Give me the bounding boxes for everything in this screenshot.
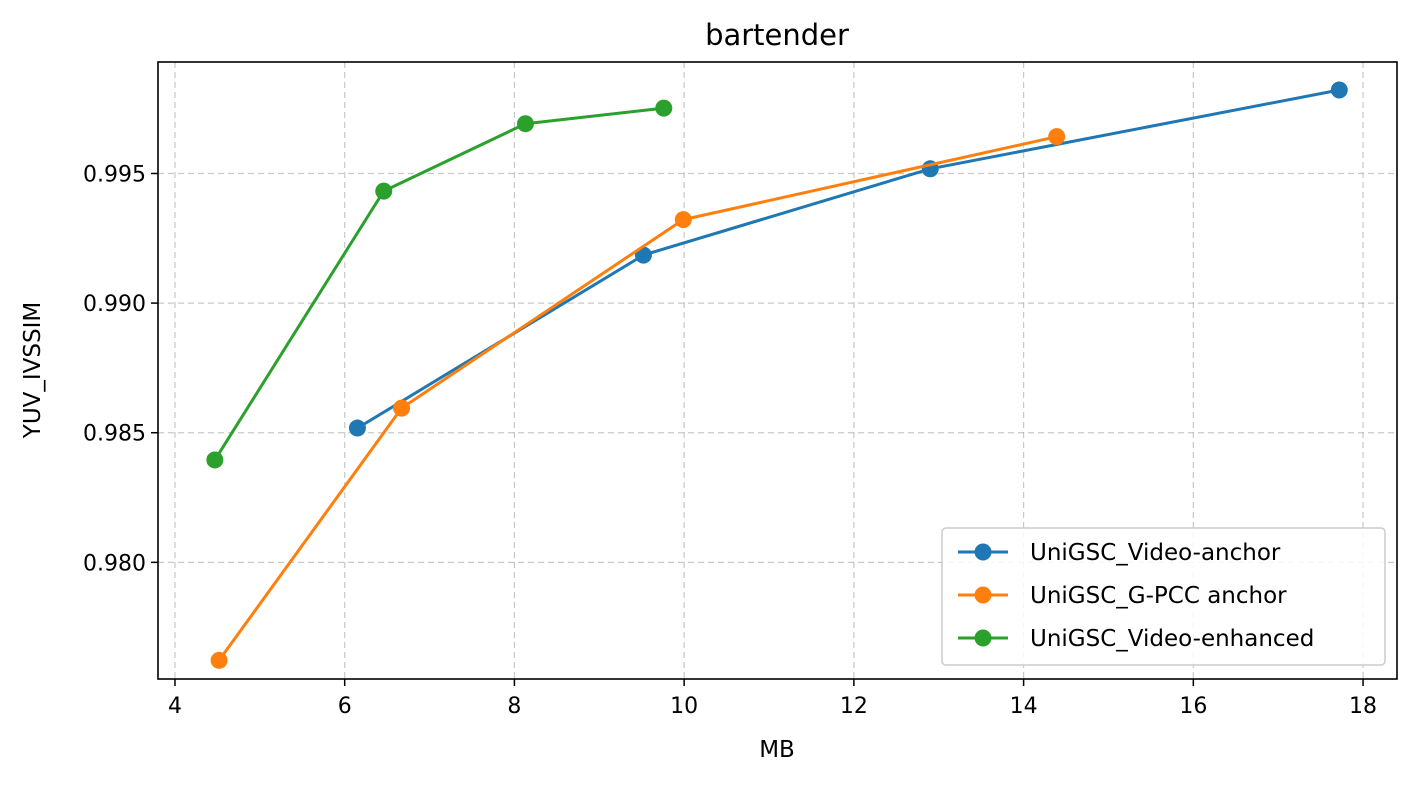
series-layer	[206, 81, 1348, 669]
y-axis-label: YUV_IVSSIM	[20, 302, 46, 439]
chart-title: bartender	[705, 18, 849, 52]
x-tick-label: 12	[840, 694, 868, 719]
data-point	[1048, 128, 1066, 146]
legend-marker	[974, 543, 992, 561]
x-tick-label: 10	[670, 694, 698, 719]
x-tick-label: 16	[1179, 694, 1207, 719]
x-tick-label: 6	[338, 694, 352, 719]
y-tick-label: 0.980	[83, 551, 146, 576]
data-point	[393, 399, 411, 417]
legend-label: UniGSC_G-PCC anchor	[1030, 583, 1287, 609]
x-axis-ticks: 4 6 8 10 12 14 16 18	[168, 679, 1377, 719]
series-3	[206, 99, 673, 469]
data-point	[348, 419, 366, 437]
legend-marker	[974, 629, 992, 647]
legend-item: UniGSC_Video-enhanced	[958, 626, 1314, 652]
data-point	[1330, 81, 1348, 99]
legend: UniGSC_Video-anchor UniGSC_G-PCC anchor Un…	[941, 527, 1386, 666]
series-2	[210, 128, 1066, 669]
x-tick-label: 18	[1349, 694, 1377, 719]
legend-item: UniGSC_G-PCC anchor	[958, 583, 1287, 609]
data-point	[655, 99, 673, 117]
legend-marker	[974, 586, 992, 604]
legend-label: UniGSC_Video-anchor	[1030, 540, 1281, 566]
x-tick-label: 14	[1010, 694, 1038, 719]
series-line	[217, 135, 1058, 662]
data-point	[516, 115, 534, 133]
y-axis-ticks: 0.980 0.985 0.990 0.995	[83, 162, 158, 576]
series-line	[213, 106, 664, 461]
legend-box	[941, 527, 1386, 666]
plot-frame	[157, 61, 1398, 680]
x-tick-label: 4	[168, 694, 182, 719]
legend-item: UniGSC_Video-anchor	[958, 540, 1281, 566]
y-tick-label: 0.995	[83, 162, 146, 187]
data-point	[375, 182, 393, 200]
x-tick-label: 8	[507, 694, 521, 719]
legend-label: UniGSC_Video-enhanced	[1030, 626, 1314, 652]
data-point	[206, 451, 224, 469]
data-point	[210, 651, 228, 669]
y-tick-label: 0.990	[83, 292, 146, 317]
data-point	[674, 211, 692, 229]
x-axis-label: MB	[759, 737, 795, 763]
y-tick-label: 0.985	[83, 422, 146, 447]
